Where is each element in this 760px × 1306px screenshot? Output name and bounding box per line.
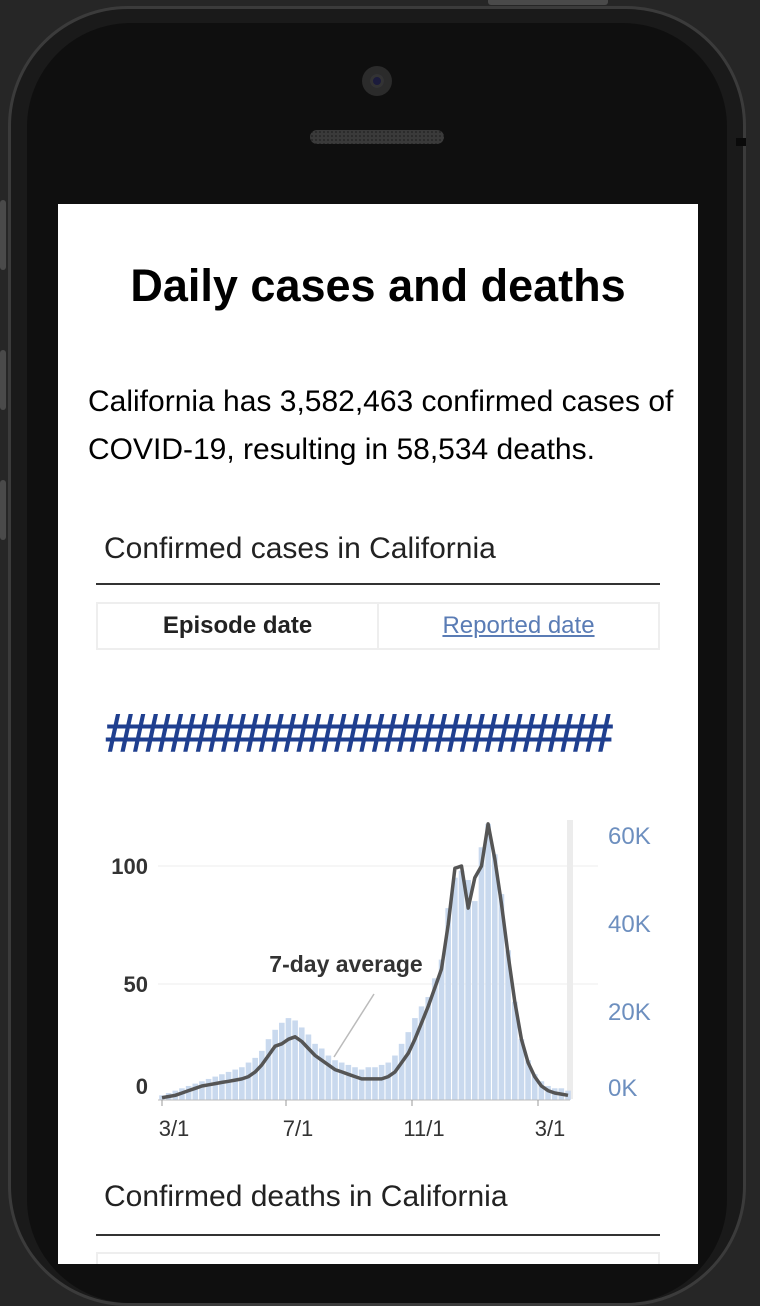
volume-down-button <box>0 350 6 410</box>
case-bar <box>338 1062 345 1100</box>
case-bar <box>345 1064 352 1100</box>
case-bar <box>452 877 458 1100</box>
case-bar <box>365 1067 372 1100</box>
case-bar <box>425 997 432 1100</box>
case-bars <box>159 823 571 1100</box>
left-axis-ticks: 0 50 100 <box>111 854 148 1099</box>
right-axis-tick: 40K <box>608 911 651 938</box>
case-bar <box>292 1020 298 1100</box>
case-bar <box>279 1022 285 1100</box>
case-bar <box>325 1055 332 1100</box>
cases-chart: 7-day average 0 50 100 0K 20K 40K 60K 3/1 7/1 1… <box>111 820 651 1141</box>
phone-screen: Daily cases and deaths California has 3,… <box>58 204 698 1264</box>
x-axis-tick: 11/1 <box>403 1116 444 1141</box>
x-axis-tick: 7/1 <box>283 1116 314 1141</box>
case-bar <box>511 1001 518 1100</box>
case-bar <box>245 1062 252 1100</box>
case-bar <box>185 1085 192 1100</box>
case-bar <box>485 823 491 1100</box>
case-bar <box>412 1018 418 1100</box>
right-axis-ticks: 0K 20K 40K 60K <box>608 823 651 1102</box>
tab-episode-date[interactable]: Episode date <box>96 602 379 650</box>
case-bar <box>478 847 485 1100</box>
case-bar <box>225 1071 232 1100</box>
case-bar <box>438 959 445 1100</box>
case-bar <box>199 1081 205 1100</box>
deaths-date-tabs <box>96 1252 660 1264</box>
x-axis-tick: 3/1 <box>159 1116 190 1141</box>
power-button <box>488 0 608 5</box>
left-axis-tick: 0 <box>136 1074 148 1099</box>
x-axis-tick: 3/1 <box>535 1116 566 1141</box>
case-bar <box>265 1039 272 1100</box>
case-bar <box>252 1057 258 1100</box>
case-bar <box>298 1027 305 1100</box>
left-axis-tick: 100 <box>111 854 148 879</box>
case-bar <box>518 1039 525 1100</box>
annotation-pointer <box>333 993 375 1058</box>
case-bar <box>312 1043 318 1100</box>
right-axis-tick: 0K <box>608 1075 637 1102</box>
right-axis-tick: 20K <box>608 999 651 1026</box>
case-bar <box>432 978 438 1100</box>
case-bar <box>219 1074 225 1100</box>
case-bar <box>272 1029 278 1100</box>
case-bar <box>192 1083 199 1100</box>
total-cases-placeholder: #################### <box>104 701 613 764</box>
case-bar <box>545 1085 551 1100</box>
case-bar <box>458 870 465 1100</box>
deaths-section-title: Confirmed deaths in California <box>104 1180 508 1213</box>
case-bar <box>232 1069 239 1100</box>
side-sensor <box>736 138 746 146</box>
case-bar <box>239 1067 245 1100</box>
left-axis-tick: 50 <box>124 972 148 997</box>
case-bar <box>418 1006 425 1100</box>
case-bar <box>538 1081 545 1100</box>
case-bar <box>398 1043 405 1100</box>
date-type-tabs: Episode date Reported date <box>96 602 660 650</box>
case-bar <box>205 1078 212 1100</box>
case-bar <box>505 950 511 1100</box>
deaths-section-divider <box>96 1234 660 1236</box>
case-bar <box>465 880 471 1100</box>
case-bar <box>491 854 498 1100</box>
page-title: Daily cases and deaths <box>130 260 626 311</box>
case-bar <box>392 1055 398 1100</box>
case-bar <box>285 1018 292 1100</box>
cases-section-divider <box>96 583 660 585</box>
case-bar <box>498 894 505 1100</box>
case-bar <box>332 1060 338 1100</box>
speaker-grille <box>310 130 444 144</box>
case-bar <box>358 1069 365 1100</box>
case-bar <box>352 1067 358 1100</box>
case-bar <box>472 901 478 1100</box>
case-bar <box>318 1048 325 1100</box>
case-bar <box>372 1067 378 1100</box>
camera-icon <box>362 66 392 96</box>
case-bar <box>405 1032 412 1100</box>
annotation-label: 7-day average <box>269 951 422 977</box>
x-axis-ticks: 3/1 7/1 11/1 3/1 <box>159 1100 566 1141</box>
tab-reported-date[interactable]: Reported date <box>379 602 660 650</box>
case-bar <box>259 1050 265 1100</box>
seven-day-average-line <box>161 822 569 1100</box>
mute-switch <box>0 480 6 540</box>
case-bar <box>385 1062 392 1100</box>
case-bar <box>212 1076 219 1100</box>
case-bar <box>565 1090 571 1100</box>
case-bar <box>378 1064 385 1100</box>
volume-up-button <box>0 200 6 270</box>
case-bar <box>525 1060 531 1100</box>
case-bar <box>305 1034 312 1100</box>
right-axis-tick: 60K <box>608 823 651 850</box>
cases-section-title: Confirmed cases in California <box>104 532 496 565</box>
case-bar <box>531 1074 538 1100</box>
case-bar <box>445 908 451 1100</box>
summary-text: California has 3,582,463 confirmed cases… <box>88 385 674 466</box>
